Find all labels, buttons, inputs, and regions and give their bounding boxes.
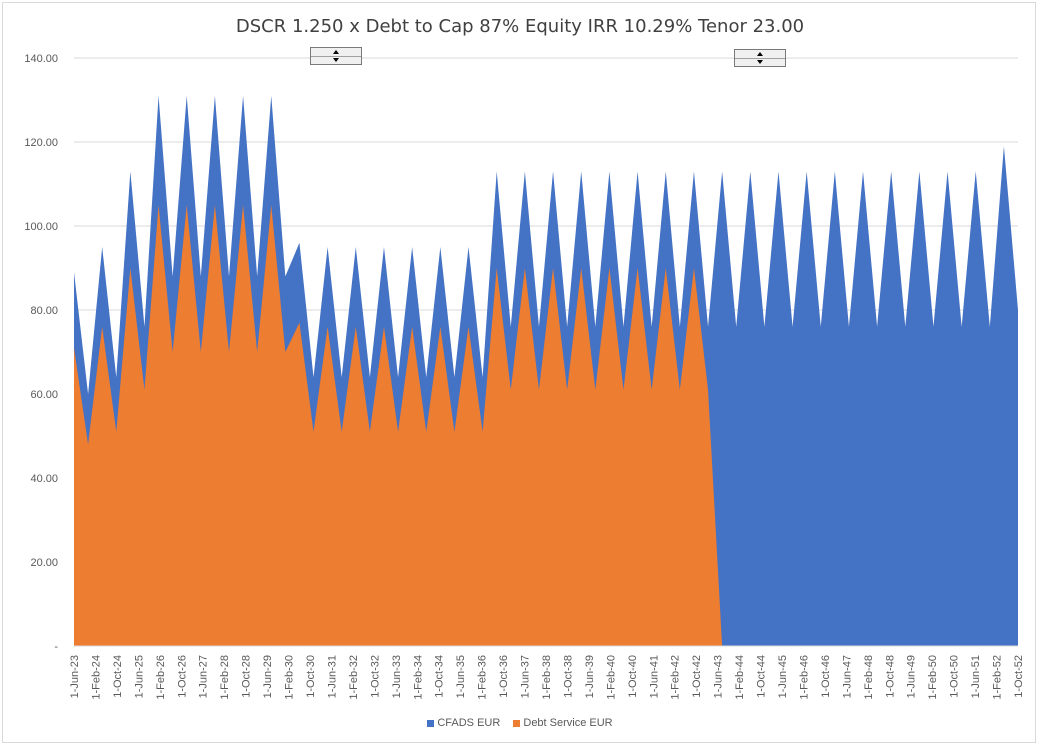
chart-title: DSCR 1.250 x Debt to Cap 87% Equity IRR … — [235, 16, 805, 37]
x-tick-label: 1-Oct-50 — [949, 655, 961, 698]
spinner-down-button[interactable] — [735, 58, 785, 66]
x-tick-label: 1-Feb-46 — [798, 655, 810, 700]
x-tick-label: 1-Jun-31 — [326, 655, 338, 698]
x-tick-label: 1-Feb-24 — [90, 655, 102, 700]
y-tick-label: 80.00 — [30, 305, 58, 317]
spinner-control-left[interactable] — [310, 47, 362, 65]
arrow-up-icon — [333, 50, 339, 54]
spinner-down-button[interactable] — [311, 56, 361, 64]
y-tick-label: 60.00 — [30, 389, 58, 401]
legend-swatch-debt-service — [513, 719, 521, 727]
x-tick-label: 1-Feb-36 — [477, 655, 489, 700]
x-tick-label: 1-Oct-32 — [369, 655, 381, 698]
x-tick-label: 1-Jun-49 — [906, 655, 918, 698]
spinner-control-right[interactable] — [734, 49, 786, 67]
x-tick-label: 1-Feb-40 — [605, 655, 617, 700]
x-tick-label: 1-Oct-40 — [627, 655, 639, 698]
legend-item-debt-service: Debt Service EUR — [513, 717, 613, 729]
x-tick-label: 1-Feb-32 — [348, 655, 360, 700]
x-tick-label: 1-Jun-45 — [777, 655, 789, 698]
x-tick-label: 1-Jun-39 — [584, 655, 596, 698]
spinner-up-button[interactable] — [311, 48, 361, 57]
x-tick-label: 1-Oct-24 — [112, 655, 124, 698]
x-tick-label: 1-Oct-46 — [820, 655, 832, 698]
x-tick-label: 1-Oct-30 — [305, 655, 317, 698]
y-tick-label: 120.00 — [24, 137, 58, 149]
legend-swatch-cfads — [427, 719, 435, 727]
x-tick-label: 1-Feb-34 — [412, 655, 424, 700]
x-tick-label: 1-Jun-27 — [198, 655, 210, 698]
x-tick-label: 1-Jun-37 — [520, 655, 532, 698]
y-tick-label: 100.00 — [24, 221, 58, 233]
x-tick-label: 1-Oct-26 — [176, 655, 188, 698]
series-area-debt-service — [74, 205, 1018, 646]
x-tick-label: 1-Feb-38 — [541, 655, 553, 700]
spinner-up-button[interactable] — [735, 50, 785, 59]
x-tick-label: 1-Oct-44 — [756, 655, 768, 698]
x-tick-label: 1-Feb-52 — [992, 655, 1004, 700]
x-tick-label: 1-Jun-47 — [841, 655, 853, 698]
x-tick-label: 1-Feb-26 — [155, 655, 167, 700]
x-tick-label: 1-Jun-41 — [648, 655, 660, 698]
x-tick-label: 1-Feb-44 — [734, 655, 746, 700]
chart-legend: CFADS EUR Debt Service EUR — [0, 717, 1040, 729]
x-tick-label: 1-Feb-48 — [863, 655, 875, 700]
x-tick-label: 1-Oct-52 — [1013, 655, 1025, 698]
arrow-up-icon — [757, 52, 763, 56]
arrow-down-icon — [333, 58, 339, 62]
x-tick-label: 1-Oct-34 — [434, 655, 446, 698]
x-tick-label: 1-Feb-28 — [219, 655, 231, 700]
x-tick-label: 1-Jun-43 — [713, 655, 725, 698]
x-tick-label: 1-Oct-48 — [884, 655, 896, 698]
y-tick-label: 40.00 — [30, 473, 58, 485]
x-tick-label: 1-Jun-51 — [970, 655, 982, 698]
legend-item-cfads: CFADS EUR — [427, 717, 500, 729]
x-tick-label: 1-Oct-28 — [241, 655, 253, 698]
x-tick-label: 1-Oct-42 — [691, 655, 703, 698]
y-tick-label: 140.00 — [24, 53, 58, 65]
x-tick-label: 1-Jun-25 — [133, 655, 145, 698]
y-tick-label: - — [54, 641, 58, 653]
y-tick-label: 20.00 — [30, 557, 58, 569]
x-tick-label: 1-Feb-30 — [284, 655, 296, 700]
x-tick-label: 1-Jun-29 — [262, 655, 274, 698]
x-tick-label: 1-Feb-42 — [670, 655, 682, 700]
x-tick-label: 1-Jun-23 — [69, 655, 81, 698]
x-tick-label: 1-Jun-33 — [391, 655, 403, 698]
x-tick-label: 1-Oct-38 — [562, 655, 574, 698]
x-tick-label: 1-Feb-50 — [927, 655, 939, 700]
arrow-down-icon — [757, 60, 763, 64]
x-tick-label: 1-Jun-35 — [455, 655, 467, 698]
x-tick-label: 1-Oct-36 — [498, 655, 510, 698]
